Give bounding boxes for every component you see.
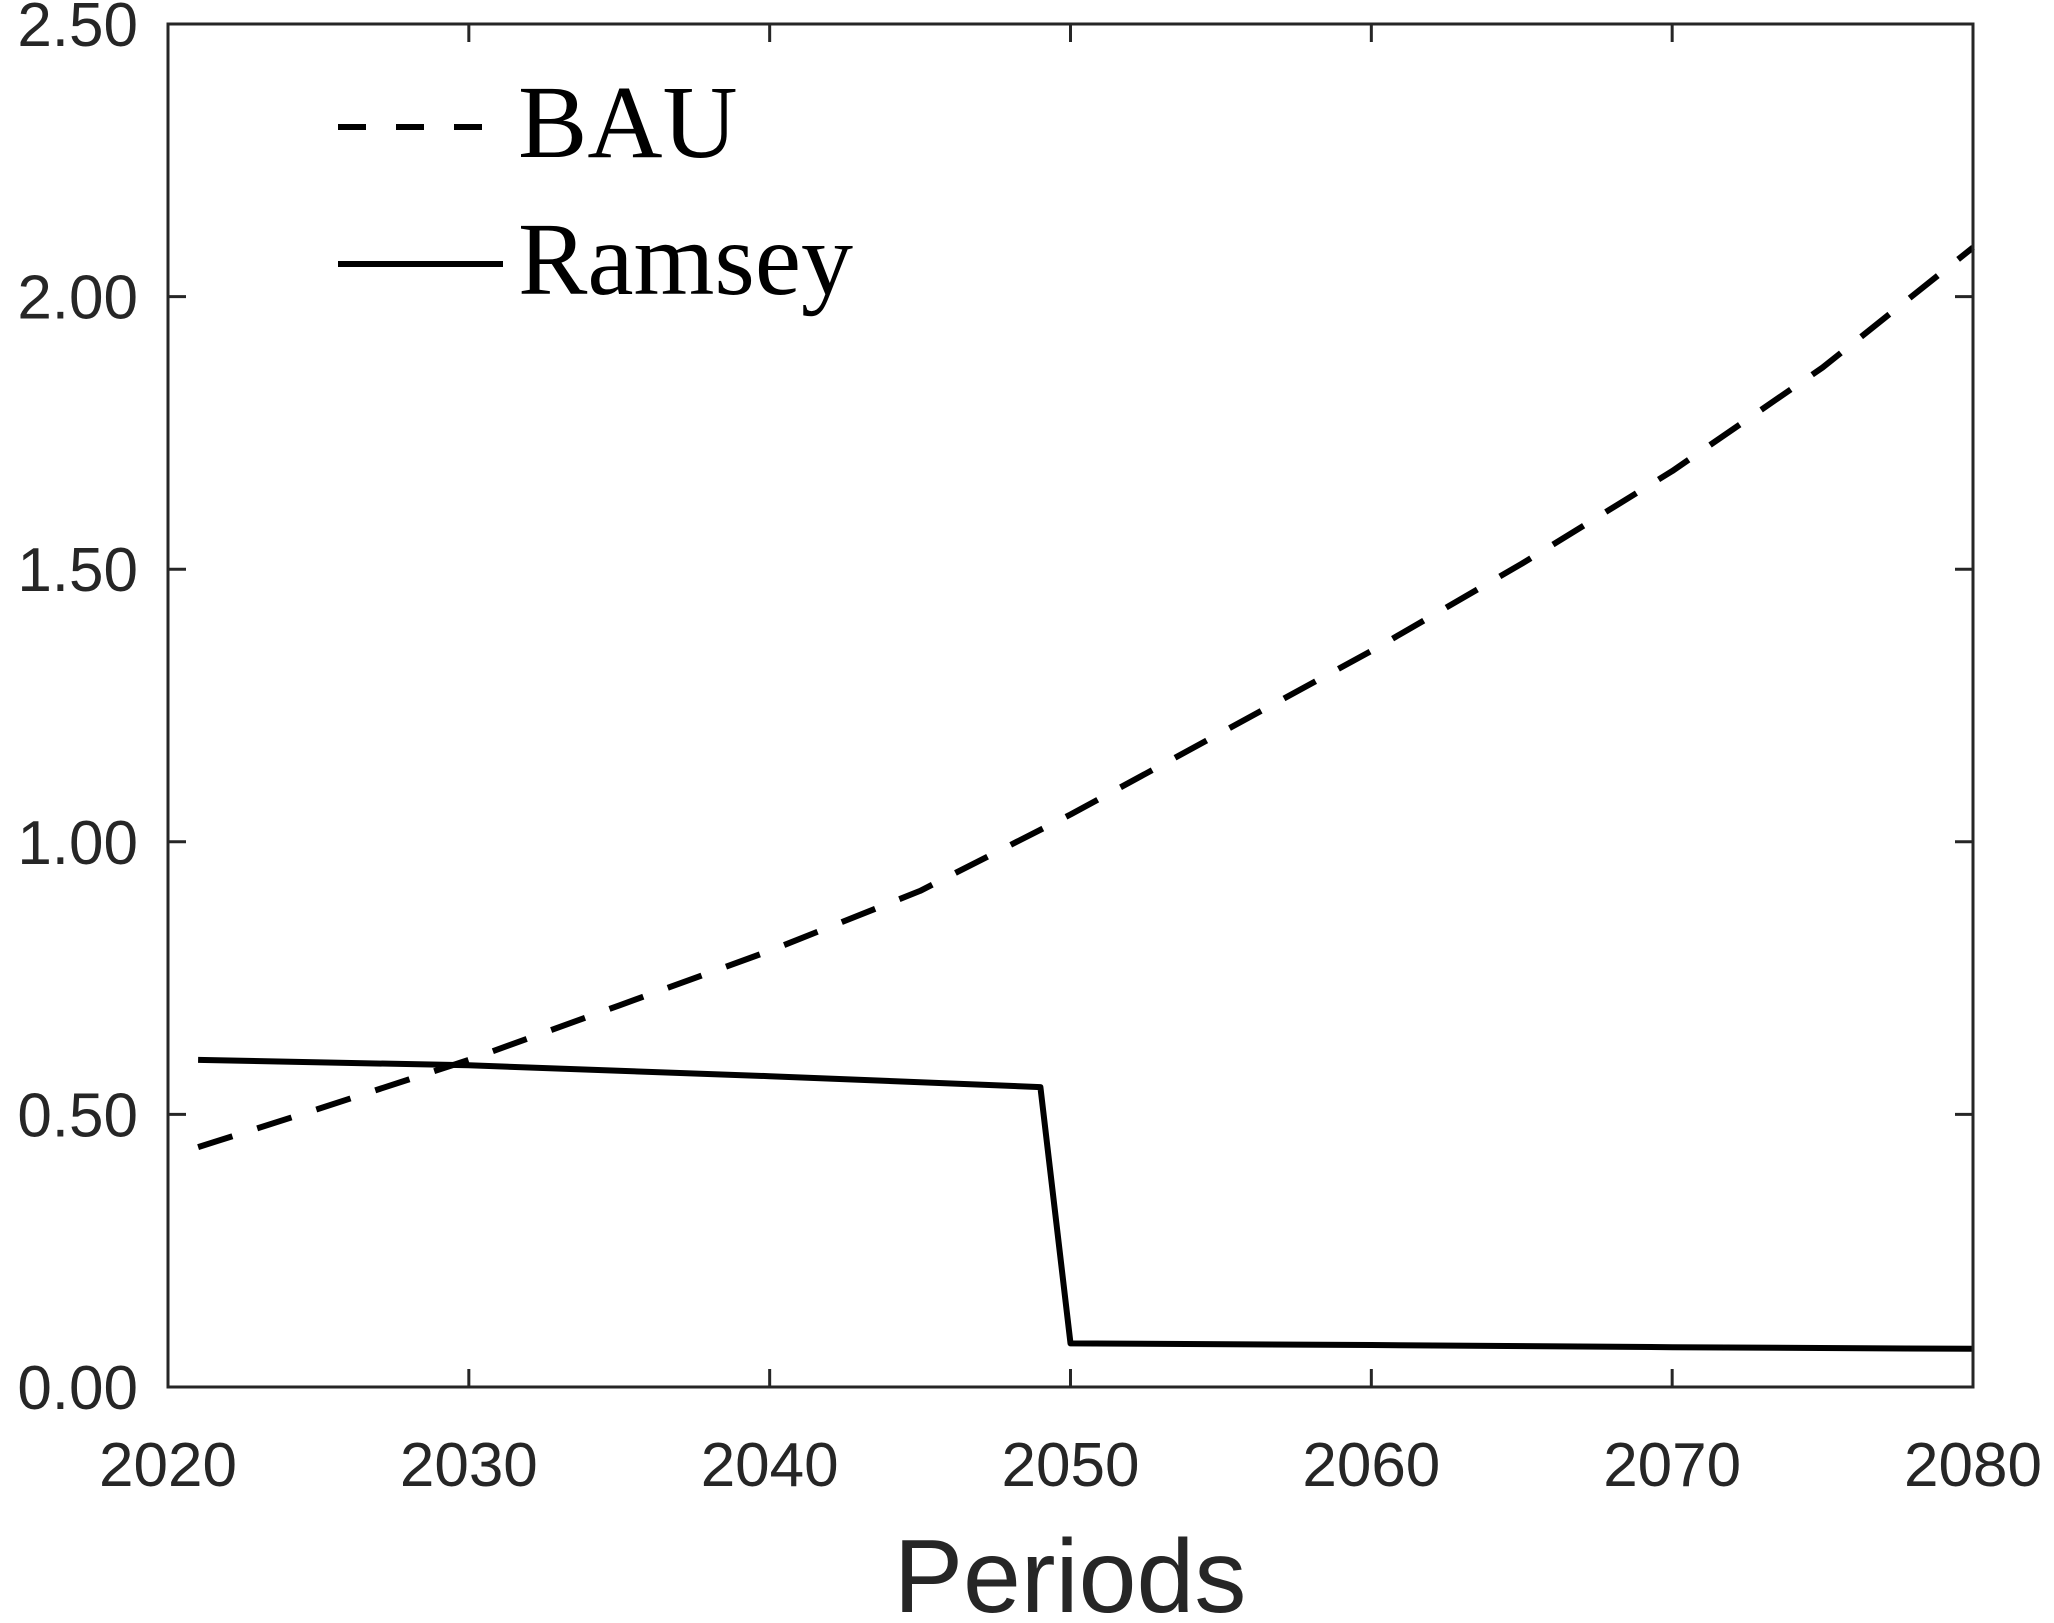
y-axis: 0.00 0.50 1.00 1.50 2.00 2.50 [17, 0, 1973, 1423]
y-tick-label: 2.50 [17, 0, 138, 60]
x-tick-label: 2030 [400, 1431, 538, 1500]
x-tick-label: 2080 [1904, 1431, 2042, 1500]
series-layer [197, 245, 1975, 1352]
legend-label-ramsey: Ramsey [518, 202, 853, 317]
y-tick-label: 1.50 [17, 536, 138, 605]
series-line-bau [197, 245, 1975, 1150]
legend: BAU Ramsey [338, 65, 853, 317]
x-tick-label: 2050 [1002, 1431, 1140, 1500]
y-tick-label: 1.00 [17, 809, 138, 878]
series-line-ramsey [198, 1056, 1974, 1352]
x-axis: 2020 2030 2040 2050 2060 2070 2080 [99, 24, 2042, 1500]
y-tick-label: 2.00 [17, 264, 138, 333]
x-tick-label: 2020 [99, 1431, 237, 1500]
x-tick-label: 2070 [1603, 1431, 1741, 1500]
y-tick-label: 0.50 [17, 1081, 138, 1150]
x-axis-title: Periods [894, 1519, 1247, 1623]
x-tick-label: 2040 [701, 1431, 839, 1500]
y-tick-label: 0.00 [17, 1354, 138, 1423]
legend-label-bau: BAU [518, 65, 738, 180]
x-tick-label: 2060 [1302, 1431, 1440, 1500]
